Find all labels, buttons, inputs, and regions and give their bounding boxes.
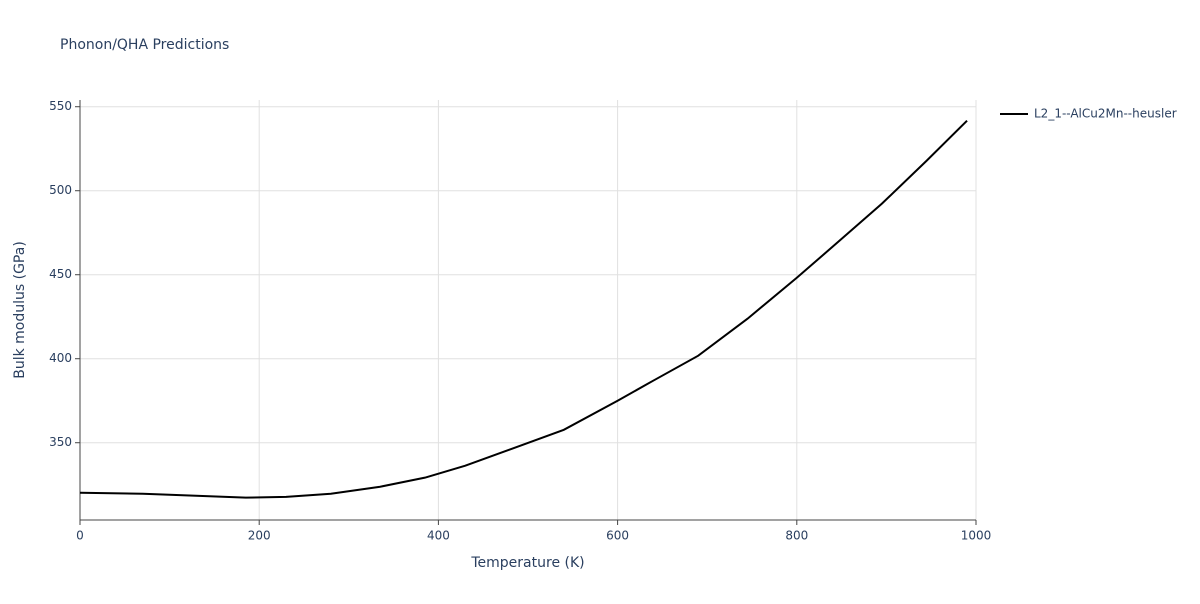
- x-tick-label: 200: [248, 529, 271, 543]
- data-line: [79, 119, 968, 499]
- y-tick-label: 400: [49, 351, 72, 365]
- x-tick-label: 400: [427, 529, 450, 543]
- y-tick-label: 500: [49, 183, 72, 197]
- x-tick-label: 600: [606, 529, 629, 543]
- x-tick-label: 1000: [961, 529, 992, 543]
- y-tick-label: 350: [49, 435, 72, 449]
- y-axis-label: Bulk modulus (GPa): [12, 241, 28, 379]
- x-tick-label: 800: [785, 529, 808, 543]
- y-tick-label: 450: [49, 267, 72, 281]
- y-tick-label: 550: [49, 99, 72, 113]
- chart-title: Phonon/QHA Predictions: [60, 37, 229, 53]
- legend-label: L2_1--AlCu2Mn--heusler: [1034, 107, 1177, 121]
- x-tick-label: 0: [76, 529, 84, 543]
- x-axis-label: Temperature (K): [470, 555, 584, 571]
